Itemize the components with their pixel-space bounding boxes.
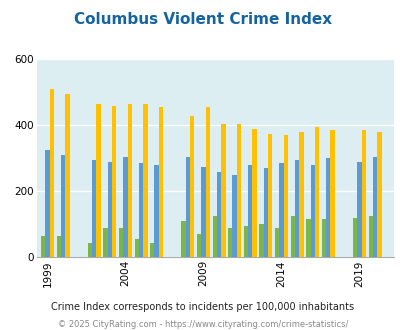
Bar xyxy=(279,163,283,257)
Bar xyxy=(352,218,356,257)
Bar xyxy=(259,224,263,257)
Bar xyxy=(310,165,314,257)
Bar xyxy=(205,107,209,257)
Bar xyxy=(274,228,279,257)
Bar xyxy=(87,243,92,257)
Bar xyxy=(190,115,194,257)
Bar xyxy=(325,158,330,257)
Bar xyxy=(236,124,241,257)
Bar xyxy=(247,165,252,257)
Bar xyxy=(212,216,216,257)
Bar xyxy=(376,132,381,257)
Bar xyxy=(372,157,376,257)
Bar xyxy=(283,135,287,257)
Bar xyxy=(56,236,61,257)
Bar xyxy=(61,155,65,257)
Bar xyxy=(314,127,318,257)
Bar xyxy=(92,160,96,257)
Bar xyxy=(158,107,163,257)
Bar xyxy=(294,160,298,257)
Bar xyxy=(107,162,112,257)
Bar xyxy=(216,172,221,257)
Bar xyxy=(103,228,107,257)
Bar xyxy=(228,228,232,257)
Bar xyxy=(252,129,256,257)
Bar xyxy=(127,104,132,257)
Bar xyxy=(123,157,127,257)
Bar xyxy=(134,239,139,257)
Bar xyxy=(139,163,143,257)
Bar xyxy=(368,216,372,257)
Bar xyxy=(232,175,236,257)
Bar xyxy=(49,89,54,257)
Bar xyxy=(290,216,294,257)
Bar xyxy=(263,168,267,257)
Bar xyxy=(119,228,123,257)
Bar xyxy=(185,157,190,257)
Bar xyxy=(45,150,49,257)
Bar xyxy=(321,219,325,257)
Text: © 2025 CityRating.com - https://www.cityrating.com/crime-statistics/: © 2025 CityRating.com - https://www.city… xyxy=(58,320,347,329)
Text: Crime Index corresponds to incidents per 100,000 inhabitants: Crime Index corresponds to incidents per… xyxy=(51,302,354,312)
Bar xyxy=(267,134,272,257)
Bar xyxy=(361,130,365,257)
Bar xyxy=(196,234,201,257)
Bar xyxy=(221,124,225,257)
Text: Columbus Violent Crime Index: Columbus Violent Crime Index xyxy=(74,12,331,26)
Bar xyxy=(154,165,158,257)
Bar xyxy=(112,106,116,257)
Bar xyxy=(201,167,205,257)
Bar xyxy=(65,94,69,257)
Bar xyxy=(96,104,100,257)
Bar xyxy=(143,104,147,257)
Bar xyxy=(243,226,247,257)
Bar xyxy=(330,130,334,257)
Bar xyxy=(181,221,185,257)
Bar xyxy=(41,236,45,257)
Bar xyxy=(356,162,361,257)
Bar xyxy=(305,219,310,257)
Bar xyxy=(150,243,154,257)
Bar xyxy=(298,132,303,257)
